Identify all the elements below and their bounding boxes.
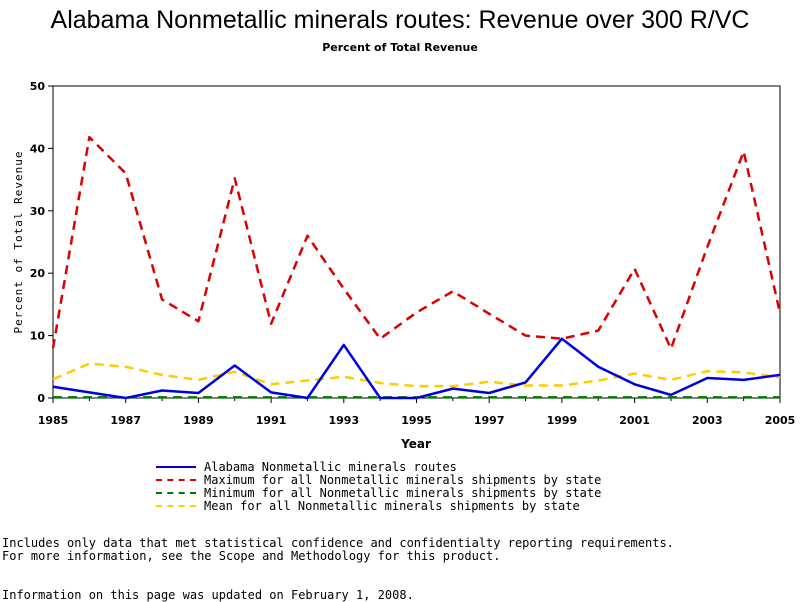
legend-label: Minimum for all Nonmetallic minerals shi… (204, 485, 602, 500)
y-axis-label: Percent of Total Revenue (12, 151, 25, 334)
x-tick-label: 2005 (765, 414, 796, 427)
x-tick-label: 1985 (38, 414, 69, 427)
axes: 0 10 20 30 40 50 1985 1987 1989 1991 1993 1995 1997 1… (30, 80, 796, 427)
x-tick-label: 1993 (328, 414, 359, 427)
plot-frame (52, 85, 781, 399)
legend-item: Minimum for all Nonmetallic minerals shi… (156, 485, 602, 500)
x-tick-label: 2003 (692, 414, 723, 427)
series-group (51, 135, 782, 400)
x-tick-label: 1989 (183, 414, 214, 427)
x-tick-label: 1999 (547, 414, 578, 427)
y-tick-label: 10 (30, 330, 46, 343)
footnote-methodology: For more information, see the Scope and … (2, 549, 501, 563)
legend-swatch-minimum (156, 491, 196, 494)
legend-swatch-alabama (156, 465, 196, 468)
legend-swatch-maximum (156, 478, 196, 481)
chart-title: Alabama Nonmetallic minerals routes: Rev… (50, 6, 750, 34)
y-tick-label: 50 (30, 80, 46, 93)
y-tick-label: 30 (30, 205, 46, 218)
legend-item: Alabama Nonmetallic minerals routes (156, 459, 601, 474)
series-line-0 (52, 337, 781, 400)
legend-item: Maximum for all Nonmetallic minerals shi… (156, 472, 602, 487)
y-tick-label: 20 (30, 267, 46, 280)
footnote-updated: Information on this page was updated on … (2, 588, 414, 602)
y-tick-label: 0 (37, 392, 45, 405)
x-tick-label: 1995 (401, 414, 432, 427)
legend-label: Mean for all Nonmetallic minerals shipme… (204, 498, 580, 513)
chart-subtitle: Percent of Total Revenue (322, 41, 478, 54)
x-axis-label: Year (400, 437, 431, 451)
series-line-1 (51, 135, 782, 350)
footnote-confidentiality: Includes only data that met statistical … (2, 536, 674, 550)
x-tick-label: 1991 (256, 414, 287, 427)
legend-swatch-mean (156, 504, 196, 507)
legend-label: Maximum for all Nonmetallic minerals shi… (204, 472, 602, 487)
legend-item: Mean for all Nonmetallic minerals shipme… (156, 498, 601, 513)
y-tick-label: 40 (30, 142, 46, 155)
x-tick-label: 1987 (110, 414, 141, 427)
legend: Alabama Nonmetallic minerals routes Maxi… (156, 459, 602, 513)
series-line-3 (52, 362, 781, 388)
x-tick-label: 1997 (474, 414, 505, 427)
x-tick-label: 2001 (619, 414, 650, 427)
legend-label: Alabama Nonmetallic minerals routes (204, 459, 457, 474)
line-chart: 0 10 20 30 40 50 1985 1987 1989 1991 1993 1995 1997 1… (12, 80, 796, 451)
